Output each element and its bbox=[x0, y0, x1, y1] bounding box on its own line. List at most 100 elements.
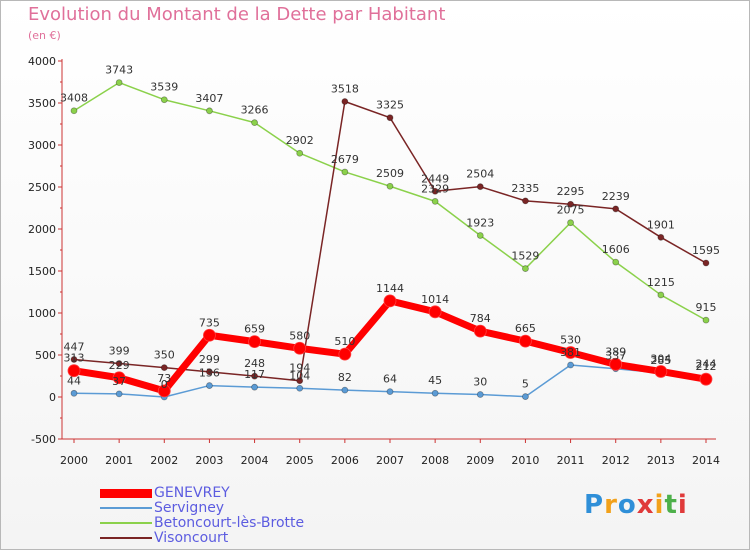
data-point-betoncourt-les-brotte bbox=[702, 316, 710, 324]
x-tick-label: 2006 bbox=[331, 454, 359, 467]
data-point-visoncourt bbox=[206, 368, 213, 376]
data-point-visoncourt bbox=[251, 372, 258, 380]
data-label-genevrey: 530 bbox=[560, 333, 581, 346]
data-label-genevrey: 659 bbox=[244, 323, 265, 336]
data-label-genevrey: 389 bbox=[605, 345, 626, 358]
x-tick-label: 2009 bbox=[466, 454, 494, 467]
data-point-betoncourt-les-brotte bbox=[296, 149, 304, 157]
data-point-betoncourt-les-brotte bbox=[476, 232, 484, 239]
data-point-betoncourt-les-brotte bbox=[206, 107, 213, 115]
data-point-visoncourt bbox=[386, 114, 394, 122]
data-label-servigney: 45 bbox=[428, 374, 442, 387]
x-tick-label: 2003 bbox=[195, 454, 223, 467]
data-label-servigney: 64 bbox=[383, 373, 397, 386]
x-tick-label: 2001 bbox=[105, 454, 133, 467]
legend-item-genevrey: GENEVREY bbox=[100, 485, 230, 501]
data-label-betoncourt-les-brotte: 1529 bbox=[511, 250, 539, 263]
legend-swatch bbox=[100, 507, 152, 509]
data-point-visoncourt bbox=[567, 200, 574, 208]
data-label-servigney: 0 bbox=[161, 378, 168, 391]
data-label-servigney: 381 bbox=[560, 346, 581, 359]
data-point-genevrey bbox=[203, 328, 216, 342]
data-label-visoncourt: 2449 bbox=[421, 172, 449, 185]
data-point-visoncourt bbox=[612, 205, 620, 213]
data-label-genevrey: 510 bbox=[334, 335, 355, 348]
legend-swatch bbox=[100, 537, 152, 539]
data-label-servigney: 244 bbox=[696, 358, 717, 371]
data-label-servigney: 117 bbox=[244, 368, 265, 381]
data-label-visoncourt: 2335 bbox=[511, 182, 539, 195]
data-point-visoncourt bbox=[657, 233, 665, 241]
data-label-betoncourt-les-brotte: 3408 bbox=[60, 92, 88, 105]
data-label-betoncourt-les-brotte: 2902 bbox=[286, 134, 314, 147]
data-point-genevrey bbox=[383, 294, 397, 308]
proxiti-logo: Proxiti bbox=[584, 490, 688, 520]
x-tick-label: 2011 bbox=[557, 454, 585, 467]
legend-item-visoncourt: Visoncourt bbox=[100, 530, 228, 546]
data-label-genevrey: 229 bbox=[109, 359, 130, 372]
y-tick-label: 1000 bbox=[28, 307, 56, 320]
x-tick-label: 2012 bbox=[602, 454, 630, 467]
data-label-betoncourt-les-brotte: 2679 bbox=[331, 153, 359, 166]
data-point-visoncourt bbox=[115, 360, 123, 367]
data-point-betoncourt-les-brotte bbox=[115, 79, 123, 86]
data-label-genevrey: 1144 bbox=[376, 282, 404, 295]
y-tick-label: 3500 bbox=[28, 97, 56, 110]
data-label-visoncourt: 2295 bbox=[557, 185, 585, 198]
y-tick-label: -500 bbox=[31, 433, 56, 446]
data-label-betoncourt-les-brotte: 3266 bbox=[241, 104, 269, 117]
x-tick-label: 2002 bbox=[150, 454, 178, 467]
data-label-visoncourt: 1901 bbox=[647, 218, 675, 231]
x-tick-label: 2007 bbox=[376, 454, 404, 467]
data-label-genevrey: 784 bbox=[470, 312, 491, 325]
y-tick-label: 2000 bbox=[28, 223, 56, 236]
data-point-servigney bbox=[522, 393, 529, 400]
data-point-genevrey bbox=[699, 372, 713, 386]
x-tick-label: 2004 bbox=[241, 454, 269, 467]
x-tick-label: 2010 bbox=[511, 454, 539, 467]
data-label-servigney: 5 bbox=[522, 378, 529, 391]
legend-item-servigney: Servigney bbox=[100, 500, 224, 516]
data-label-genevrey: 304 bbox=[650, 352, 671, 365]
data-label-servigney: 285 bbox=[650, 354, 671, 367]
data-point-servigney bbox=[206, 382, 213, 389]
data-point-genevrey bbox=[248, 335, 261, 349]
data-point-servigney bbox=[476, 391, 484, 398]
data-label-betoncourt-les-brotte: 3407 bbox=[195, 92, 223, 105]
data-label-genevrey: 735 bbox=[199, 316, 220, 329]
legend-item-betoncourt-les-brotte: Betoncourt-lès-Brotte bbox=[100, 515, 304, 531]
data-label-genevrey: 1014 bbox=[421, 293, 449, 306]
x-tick-label: 2000 bbox=[60, 454, 88, 467]
data-label-servigney: 30 bbox=[473, 375, 487, 388]
data-label-visoncourt: 299 bbox=[199, 353, 220, 366]
data-label-visoncourt: 2504 bbox=[466, 168, 494, 181]
data-label-visoncourt: 3325 bbox=[376, 99, 404, 112]
y-tick-label: 2500 bbox=[28, 181, 56, 194]
chart-subtitle: (en €) bbox=[28, 29, 61, 42]
legend-swatch bbox=[100, 522, 152, 524]
data-point-genevrey bbox=[519, 334, 532, 348]
data-label-betoncourt-les-brotte: 2329 bbox=[421, 182, 449, 195]
data-point-genevrey bbox=[473, 324, 487, 338]
data-point-betoncourt-les-brotte bbox=[567, 219, 574, 227]
data-point-visoncourt bbox=[296, 377, 304, 385]
data-label-servigney: 104 bbox=[289, 369, 310, 382]
data-label-betoncourt-les-brotte: 1215 bbox=[647, 276, 675, 289]
data-label-betoncourt-les-brotte: 1923 bbox=[466, 216, 494, 229]
data-label-servigney: 37 bbox=[112, 375, 126, 388]
data-point-betoncourt-les-brotte bbox=[522, 265, 529, 272]
data-point-genevrey bbox=[338, 347, 352, 361]
series-line-visoncourt bbox=[73, 100, 707, 382]
x-tick-label: 2014 bbox=[692, 454, 720, 467]
y-tick-label: 1500 bbox=[28, 265, 56, 278]
data-point-genevrey bbox=[157, 384, 171, 398]
data-label-genevrey: 313 bbox=[64, 352, 85, 365]
data-label-betoncourt-les-brotte: 2509 bbox=[376, 167, 404, 180]
data-point-visoncourt bbox=[702, 259, 710, 267]
data-label-servigney: 44 bbox=[67, 374, 81, 387]
data-point-betoncourt-les-brotte bbox=[657, 291, 665, 299]
data-label-servigney: 136 bbox=[199, 367, 220, 380]
data-label-betoncourt-les-brotte: 2075 bbox=[557, 204, 585, 217]
data-point-visoncourt bbox=[160, 364, 168, 372]
